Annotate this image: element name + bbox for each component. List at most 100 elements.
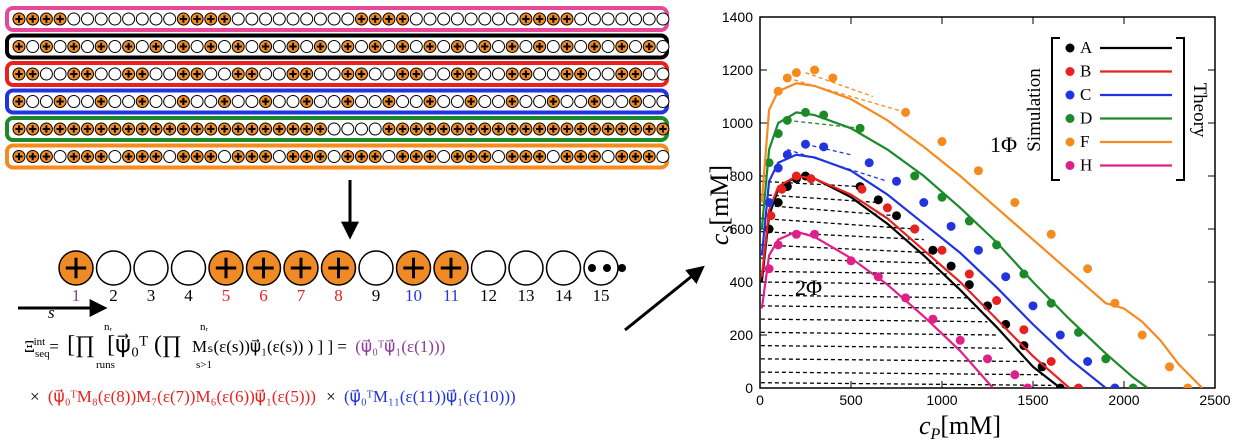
- bead-index: 3: [147, 286, 156, 305]
- bead: [134, 251, 168, 285]
- sim-point: [1001, 272, 1010, 281]
- bead: [410, 13, 422, 25]
- bead: [397, 96, 409, 108]
- bead: [54, 151, 66, 163]
- sim-point: [965, 217, 974, 226]
- sim-point: [910, 225, 919, 234]
- bead: [616, 96, 628, 108]
- y-tick-label: 200: [730, 327, 754, 343]
- bead: [643, 96, 655, 108]
- bead: [602, 96, 614, 108]
- bead: [301, 13, 313, 25]
- sim-point: [928, 315, 937, 324]
- tie-line: [761, 245, 933, 253]
- bead: [575, 13, 587, 25]
- sim-point: [1047, 299, 1056, 308]
- y-tick-label: 400: [730, 274, 754, 290]
- sim-point: [1183, 384, 1192, 393]
- bead: [273, 41, 285, 53]
- bead: [82, 96, 94, 108]
- bead: [561, 96, 573, 108]
- bead: [164, 41, 176, 53]
- x-tick-label: 500: [839, 392, 863, 408]
- legend-dot: [1066, 44, 1075, 53]
- sim-point: [792, 172, 801, 181]
- bead-index: 9: [372, 286, 381, 305]
- bead: [123, 96, 135, 108]
- sim-point: [947, 262, 956, 271]
- bead: [356, 123, 368, 135]
- bead: [150, 13, 162, 25]
- x-tick-label: 1500: [1017, 392, 1048, 408]
- bead: [219, 41, 231, 53]
- bead: [602, 41, 614, 53]
- sim-point: [947, 222, 956, 231]
- bead: [356, 41, 368, 53]
- tie-line: [761, 306, 978, 309]
- bead: [164, 68, 176, 80]
- legend-label: A: [1080, 38, 1093, 57]
- sim-point: [901, 293, 910, 302]
- bead: [68, 13, 80, 25]
- bead: [95, 13, 107, 25]
- sim-point: [901, 108, 910, 117]
- figure: 123456789101112131415 s Ξseqint= [∏ [ψ⃗₀…: [0, 0, 1243, 444]
- bead-index: 15: [593, 286, 610, 305]
- sim-point: [983, 354, 992, 363]
- bead: [493, 13, 505, 25]
- formula-sub: runs: [96, 359, 115, 371]
- bead: [287, 13, 299, 25]
- bead: [630, 13, 642, 25]
- y-tick-label: 0: [745, 380, 753, 396]
- bead-index: 6: [259, 286, 268, 305]
- tie-line: [761, 271, 951, 274]
- bead-index: 12: [480, 286, 497, 305]
- sim-point: [774, 87, 783, 96]
- bead: [136, 41, 148, 53]
- bead: [369, 96, 381, 108]
- sim-point: [806, 174, 815, 183]
- bead: [438, 68, 450, 80]
- ellipsis-dot: [603, 264, 611, 272]
- bead: [260, 13, 272, 25]
- bead: [342, 123, 354, 135]
- bead: [328, 151, 340, 163]
- theory-curve: [762, 232, 993, 388]
- sim-point: [974, 246, 983, 255]
- bead: [109, 96, 121, 108]
- legend-label: F: [1080, 132, 1089, 151]
- sim-point: [1047, 357, 1056, 366]
- theory-curve: [762, 155, 1106, 388]
- bead: [109, 151, 121, 163]
- formula-line-1: Ξseqint= [∏ [ψ⃗₀ᵀ (∏ Mₛ(ε(s))ψ⃗₁(ε(s)) )…: [24, 332, 445, 360]
- sim-point: [938, 137, 947, 146]
- bead: [219, 68, 231, 80]
- sim-point: [828, 73, 837, 82]
- s-label: s: [48, 303, 55, 322]
- bead: [82, 13, 94, 25]
- sim-point: [819, 142, 828, 151]
- sim-point: [1056, 384, 1065, 393]
- bead: [136, 13, 148, 25]
- bead: [493, 96, 505, 108]
- bead: [534, 96, 546, 108]
- bead: [273, 96, 285, 108]
- sim-point: [1047, 230, 1056, 239]
- bead: [328, 123, 340, 135]
- bead: [657, 41, 669, 53]
- bead: [191, 96, 203, 108]
- bead-sequence: 123456789101112131415: [59, 251, 626, 305]
- bead: [616, 13, 628, 25]
- y-tick-label: 1000: [722, 115, 753, 131]
- sim-point: [765, 198, 774, 207]
- sim-point: [774, 198, 783, 207]
- bead: [150, 96, 162, 108]
- bead: [575, 41, 587, 53]
- tie-line: [761, 332, 997, 335]
- legend-label: D: [1080, 109, 1092, 128]
- bead: [287, 96, 299, 108]
- bead: [246, 41, 258, 53]
- sim-point: [783, 150, 792, 159]
- bead: [547, 151, 559, 163]
- tie-line: [787, 78, 905, 112]
